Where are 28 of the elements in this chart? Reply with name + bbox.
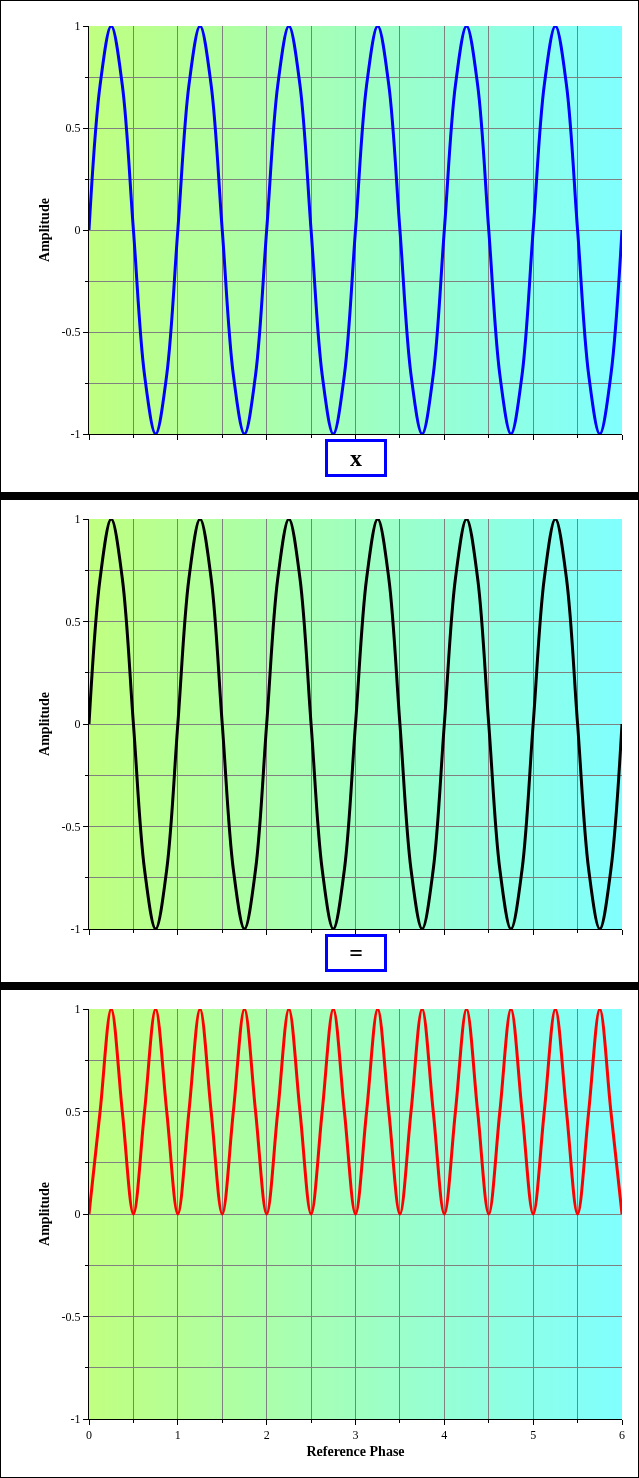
y-tick-label: 0.5 xyxy=(65,121,81,136)
y-tick-label: -0.5 xyxy=(61,325,81,340)
x-tick-label: 0 xyxy=(86,1428,92,1443)
y-tick-label: 0 xyxy=(74,1207,81,1222)
y-tick-label: -1 xyxy=(70,1412,81,1427)
x-tick-label: 6 xyxy=(619,1428,625,1443)
y-axis-title: Amplitude xyxy=(37,1182,53,1246)
x-tick-label: 3 xyxy=(352,1428,359,1443)
y-axis-title: Amplitude xyxy=(37,692,53,756)
text: = xyxy=(349,940,363,966)
y-tick-label: 0.5 xyxy=(65,614,81,629)
y-tick-label: 1 xyxy=(74,1002,81,1017)
y-tick-label: -1 xyxy=(70,427,81,442)
y-tick-label: 1 xyxy=(74,19,81,34)
x-tick-label: 2 xyxy=(263,1428,270,1443)
y-tick-label: -0.5 xyxy=(61,819,81,834)
x-tick-label: 1 xyxy=(174,1428,181,1443)
y-axis-title: Amplitude xyxy=(37,198,53,262)
y-tick-label: 0.5 xyxy=(65,1104,81,1119)
y-tick-label: -0.5 xyxy=(61,1309,81,1324)
x-tick-label: 4 xyxy=(441,1428,448,1443)
x-tick-label: 5 xyxy=(530,1428,537,1443)
x-axis-title: Reference Phase xyxy=(306,1443,405,1459)
text: x xyxy=(350,445,362,471)
y-tick-label: 0 xyxy=(74,223,81,238)
y-tick-label: -1 xyxy=(70,922,81,937)
y-tick-label: 1 xyxy=(74,512,81,527)
y-tick-label: 0 xyxy=(74,717,81,732)
